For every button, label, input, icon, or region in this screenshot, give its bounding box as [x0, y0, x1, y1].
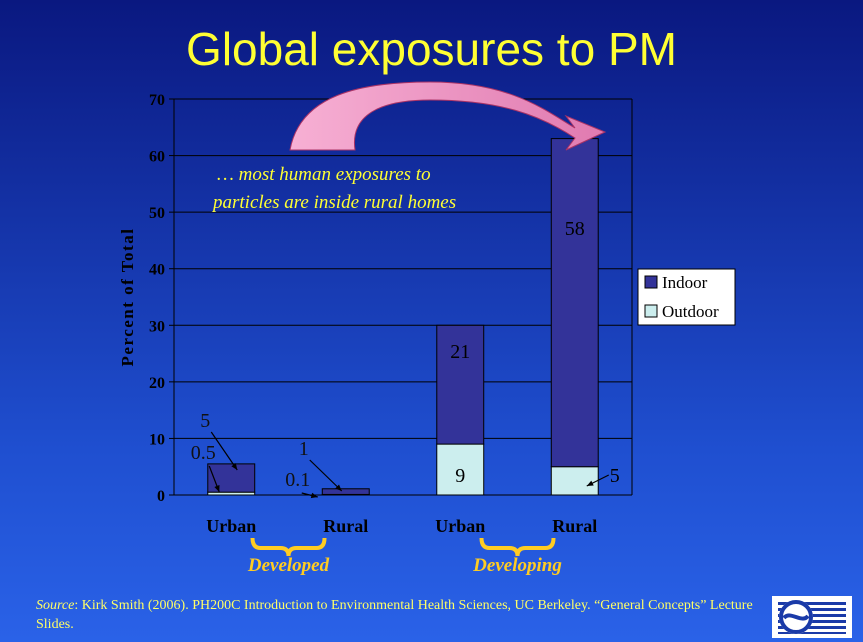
- legend: Indoor Outdoor: [637, 268, 736, 326]
- data-label-indoor: 5: [200, 410, 210, 432]
- bar-indoor: [321, 488, 370, 495]
- annotation-line: particles are inside rural homes: [211, 192, 456, 213]
- label-arrowhead: [586, 480, 594, 486]
- y-tick-label: 20: [149, 375, 165, 392]
- annotation: … most human exposures to particles are i…: [211, 164, 456, 213]
- label-leader-line: [210, 431, 238, 471]
- y-tick-label: 30: [149, 318, 165, 335]
- data-label-indoor: 21: [450, 341, 470, 363]
- y-tick-label: 40: [149, 262, 165, 279]
- y-tick-label: 60: [149, 149, 165, 166]
- axes: 0 10 20 30 40 50 60 70 Percent of Total: [118, 92, 633, 505]
- y-tick-label: 70: [149, 92, 165, 109]
- x-tick-label: Urban: [435, 516, 485, 536]
- group-labels: Developed Developing: [247, 537, 562, 576]
- legend-label: Outdoor: [662, 302, 719, 321]
- data-label-indoor: 1: [299, 438, 309, 460]
- x-tick-label: Urban: [206, 516, 256, 536]
- bars: [207, 138, 599, 496]
- page-title: Global exposures to PM: [186, 23, 677, 75]
- source-text: : Kirk Smith (2006). PH200C Introduction…: [36, 598, 753, 632]
- data-label-outdoor: 9: [455, 465, 465, 487]
- y-tick-label: 0: [157, 488, 165, 505]
- legend-label: Indoor: [662, 273, 708, 292]
- group-brace: [250, 537, 327, 557]
- y-tick-label: 50: [149, 205, 165, 222]
- source-citation: Source: Kirk Smith (2006). PH200C Introd…: [36, 596, 756, 634]
- curved-arrow-icon: [289, 81, 607, 151]
- bar-indoor: [207, 463, 256, 493]
- data-label-outdoor: 0.5: [191, 442, 216, 464]
- label-arrowhead: [214, 485, 220, 492]
- labels: Urban Rural Urban Rural 5 0.5 1 0.1 21 9 58 5: [191, 218, 620, 536]
- legend-swatch-indoor: [644, 275, 658, 289]
- bar-indoor: [436, 324, 485, 445]
- data-label-outdoor: 0.1: [285, 469, 310, 491]
- bar-outdoor: [436, 443, 485, 496]
- group-label: Developed: [247, 555, 330, 576]
- data-label-indoor: 58: [565, 218, 585, 240]
- uc-logo-icon: [772, 596, 852, 638]
- bar-indoor: [550, 138, 599, 468]
- source-prefix: Source: [36, 598, 75, 613]
- y-tick-label: 10: [149, 431, 165, 448]
- label-arrowhead: [231, 463, 238, 470]
- annotation-line: … most human exposures to: [217, 164, 431, 185]
- label-leader-line: [309, 459, 343, 492]
- group-brace: [479, 537, 556, 557]
- label-arrowhead: [335, 484, 342, 491]
- data-label-outdoor: 5: [610, 465, 620, 487]
- group-label: Developing: [472, 555, 562, 576]
- x-tick-label: Rural: [552, 516, 597, 536]
- x-tick-label: Rural: [323, 516, 368, 536]
- y-axis-label: Percent of Total: [118, 228, 137, 367]
- label-arrowhead: [310, 492, 318, 499]
- legend-swatch-outdoor: [644, 304, 658, 318]
